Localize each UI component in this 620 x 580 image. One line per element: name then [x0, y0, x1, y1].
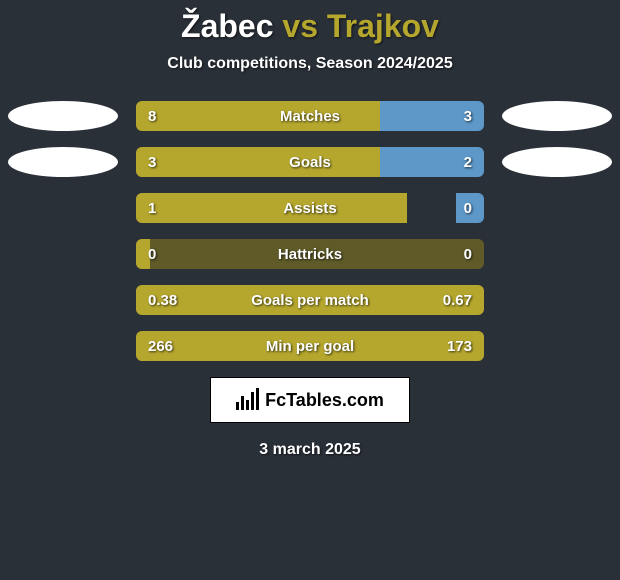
- stat-bar: 266173Min per goal: [136, 331, 484, 361]
- stat-bar: 10Assists: [136, 193, 484, 223]
- barchart-icon: [236, 390, 259, 410]
- left-oval: [8, 101, 118, 131]
- stat-bar: 83Matches: [136, 101, 484, 131]
- stat-row: 10Assists: [0, 193, 620, 223]
- stat-row: 00Hattricks: [0, 239, 620, 269]
- date-text: 3 march 2025: [0, 441, 620, 459]
- stat-bar: 00Hattricks: [136, 239, 484, 269]
- right-oval: [502, 101, 612, 131]
- stat-row: 266173Min per goal: [0, 331, 620, 361]
- left-oval: [8, 147, 118, 177]
- stat-bar: 32Goals: [136, 147, 484, 177]
- comparison-infographic: Žabec vs Trajkov Club competitions, Seas…: [0, 0, 620, 459]
- right-oval: [502, 147, 612, 177]
- stat-row: 32Goals: [0, 147, 620, 177]
- stat-rows: 83Matches 32Goals 10Assists 00Hattricks 0.38…: [0, 101, 620, 361]
- logo-text: FcTables.com: [265, 390, 384, 411]
- player1-name: Žabec: [181, 8, 273, 44]
- logo-box: FcTables.com: [210, 377, 410, 423]
- player2-name: Trajkov: [327, 8, 439, 44]
- vs-text: vs: [274, 8, 327, 44]
- title: Žabec vs Trajkov: [0, 8, 620, 45]
- stat-row: 0.380.67Goals per match: [0, 285, 620, 315]
- subtitle: Club competitions, Season 2024/2025: [0, 55, 620, 73]
- stat-bar: 0.380.67Goals per match: [136, 285, 484, 315]
- stat-row: 83Matches: [0, 101, 620, 131]
